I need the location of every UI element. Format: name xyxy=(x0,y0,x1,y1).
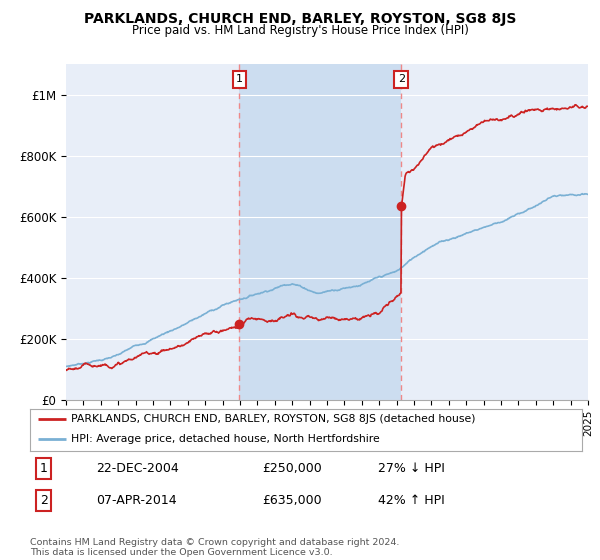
Text: £250,000: £250,000 xyxy=(262,462,322,475)
Text: 42% ↑ HPI: 42% ↑ HPI xyxy=(378,494,445,507)
Text: HPI: Average price, detached house, North Hertfordshire: HPI: Average price, detached house, Nort… xyxy=(71,434,380,444)
Bar xyxy=(239,64,401,400)
Text: £635,000: £635,000 xyxy=(262,494,322,507)
Text: 2: 2 xyxy=(40,494,48,507)
Text: 2: 2 xyxy=(398,74,405,85)
Text: 07-APR-2014: 07-APR-2014 xyxy=(96,494,177,507)
Text: Price paid vs. HM Land Registry's House Price Index (HPI): Price paid vs. HM Land Registry's House … xyxy=(131,24,469,36)
Text: PARKLANDS, CHURCH END, BARLEY, ROYSTON, SG8 8JS (detached house): PARKLANDS, CHURCH END, BARLEY, ROYSTON, … xyxy=(71,414,476,424)
Text: PARKLANDS, CHURCH END, BARLEY, ROYSTON, SG8 8JS: PARKLANDS, CHURCH END, BARLEY, ROYSTON, … xyxy=(84,12,516,26)
Text: 27% ↓ HPI: 27% ↓ HPI xyxy=(378,462,445,475)
Text: Contains HM Land Registry data © Crown copyright and database right 2024.
This d: Contains HM Land Registry data © Crown c… xyxy=(30,538,400,557)
Text: 22-DEC-2004: 22-DEC-2004 xyxy=(96,462,179,475)
Text: 1: 1 xyxy=(40,462,48,475)
Text: 1: 1 xyxy=(236,74,243,85)
